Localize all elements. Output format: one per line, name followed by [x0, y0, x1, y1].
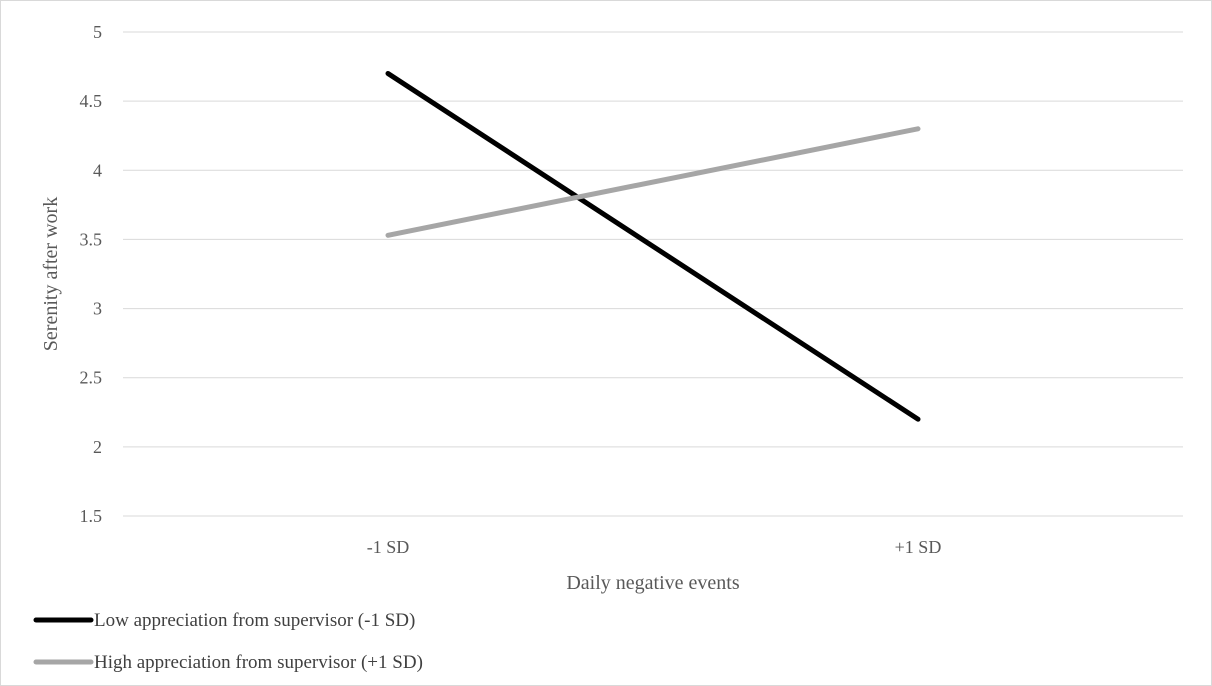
x-tick-label: +1 SD	[895, 537, 942, 557]
x-axis-title: Daily negative events	[566, 572, 739, 594]
y-tick-label: 4.5	[80, 91, 103, 111]
y-tick-label: 2	[93, 437, 102, 457]
y-axis-title: Serenity after work	[40, 197, 62, 351]
y-tick-label: 3	[93, 299, 102, 319]
series-lines	[385, 70, 921, 422]
series-line-0	[385, 70, 921, 422]
y-tick-label: 1.5	[80, 506, 103, 526]
x-axis-ticks: -1 SD +1 SD	[367, 537, 942, 557]
y-tick-label: 4	[93, 160, 102, 180]
x-tick-label: -1 SD	[367, 537, 410, 557]
y-tick-label: 5	[93, 22, 102, 42]
legend-label-1: High appreciation from supervisor (+1 SD…	[94, 652, 423, 673]
legend-label-0: Low appreciation from supervisor (-1 SD)	[94, 610, 415, 631]
y-tick-label: 2.5	[80, 368, 103, 388]
gridlines	[123, 31, 1183, 517]
legend: Low appreciation from supervisor (-1 SD)…	[33, 610, 423, 673]
y-tick-label: 3.5	[80, 229, 103, 249]
y-axis-ticks: 1.5 2 2.5 3 3.5 4 4.5 5	[80, 22, 103, 526]
series-line-1	[385, 126, 921, 238]
